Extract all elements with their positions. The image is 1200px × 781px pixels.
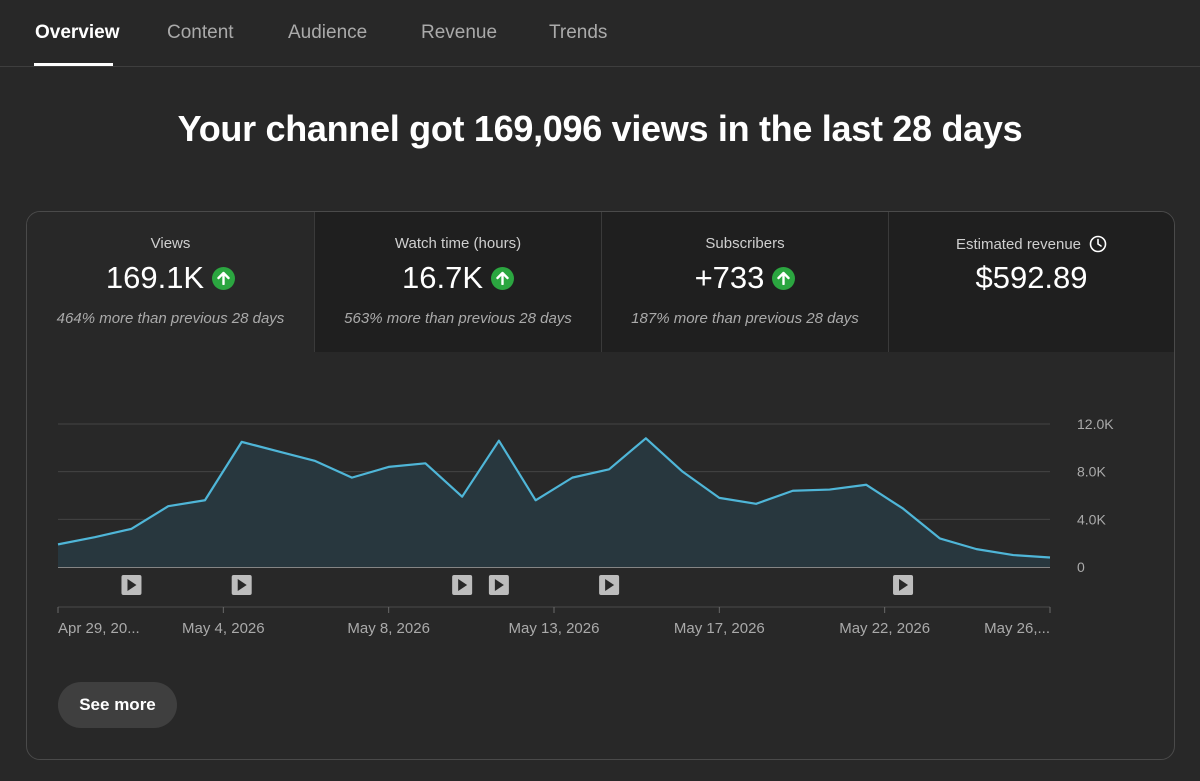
tab-trends[interactable]: Trends [549,22,608,43]
arrow-up-icon [212,266,236,290]
x-tick-label: May 26,... [984,620,1050,637]
metric-comparison: 187% more than previous 28 days [631,310,859,327]
x-tick-label: Apr 29, 20... [58,620,140,637]
play-icon [899,579,909,591]
tab-content[interactable]: Content [167,22,234,43]
metric-comparison: 563% more than previous 28 days [344,310,572,327]
views-line [57,437,1051,559]
metric-label: Subscribers [705,235,785,252]
tab-revenue[interactable]: Revenue [421,22,498,43]
y-tick-label: 0 [1077,559,1085,575]
metric-label: Views [150,235,191,252]
x-tick-label: May 4, 2026 [182,620,265,637]
metric-label-row: Estimated revenue [889,235,1174,253]
tab-bar: Overview Content Audience Revenue Trends [0,0,1200,67]
views-area [58,438,1050,567]
metric-label: Estimated revenue [955,236,1082,253]
metric-label: Watch time (hours) [394,235,522,252]
play-icon [127,579,137,591]
overview-card: Views 169.1K 464% more than previous 28 … [26,211,1175,760]
metric-value: +733 [694,260,765,295]
tab-audience[interactable]: Audience [288,22,368,43]
play-icon [605,579,615,591]
y-tick-label: 12.0K [1077,416,1114,432]
play-icon [458,579,468,591]
arrow-up-icon [491,266,514,290]
arrow-up-icon [772,266,796,290]
metric-watch-time[interactable]: Watch time (hours) 16.7K 563% more than … [314,212,601,352]
tab-overview[interactable]: Overview [35,22,120,43]
play-icon [494,579,504,591]
see-more-button[interactable]: See more [58,682,177,728]
metric-value: 16.7K [401,260,483,295]
x-tick-label: May 8, 2026 [347,620,430,637]
metric-estimated-revenue[interactable]: Estimated revenue $592.89 [888,212,1174,352]
y-tick-label: 8.0K [1077,464,1106,480]
x-tick-label: May 17, 2026 [674,620,765,637]
metric-views[interactable]: Views 169.1K 464% more than previous 28 … [27,212,314,352]
page-headline: Your channel got 169,096 views in the la… [177,108,1023,149]
active-tab-indicator [34,63,113,66]
x-tick-label: May 13, 2026 [509,620,600,637]
clock-icon [1089,235,1107,253]
metric-subscribers[interactable]: Subscribers +733 187% more than previous… [601,212,888,352]
y-tick-label: 4.0K [1077,511,1106,527]
metric-comparison: 464% more than previous 28 days [56,310,285,327]
play-icon [237,579,247,591]
metric-value: 169.1K [105,260,205,295]
metric-value: $592.89 [975,260,1088,295]
views-chart: 12.0K 8.0K 4.0K 0 Apr 29, 20... May 4, 2026 Ma… [57,416,1114,637]
x-tick-label: May 22, 2026 [839,620,930,637]
